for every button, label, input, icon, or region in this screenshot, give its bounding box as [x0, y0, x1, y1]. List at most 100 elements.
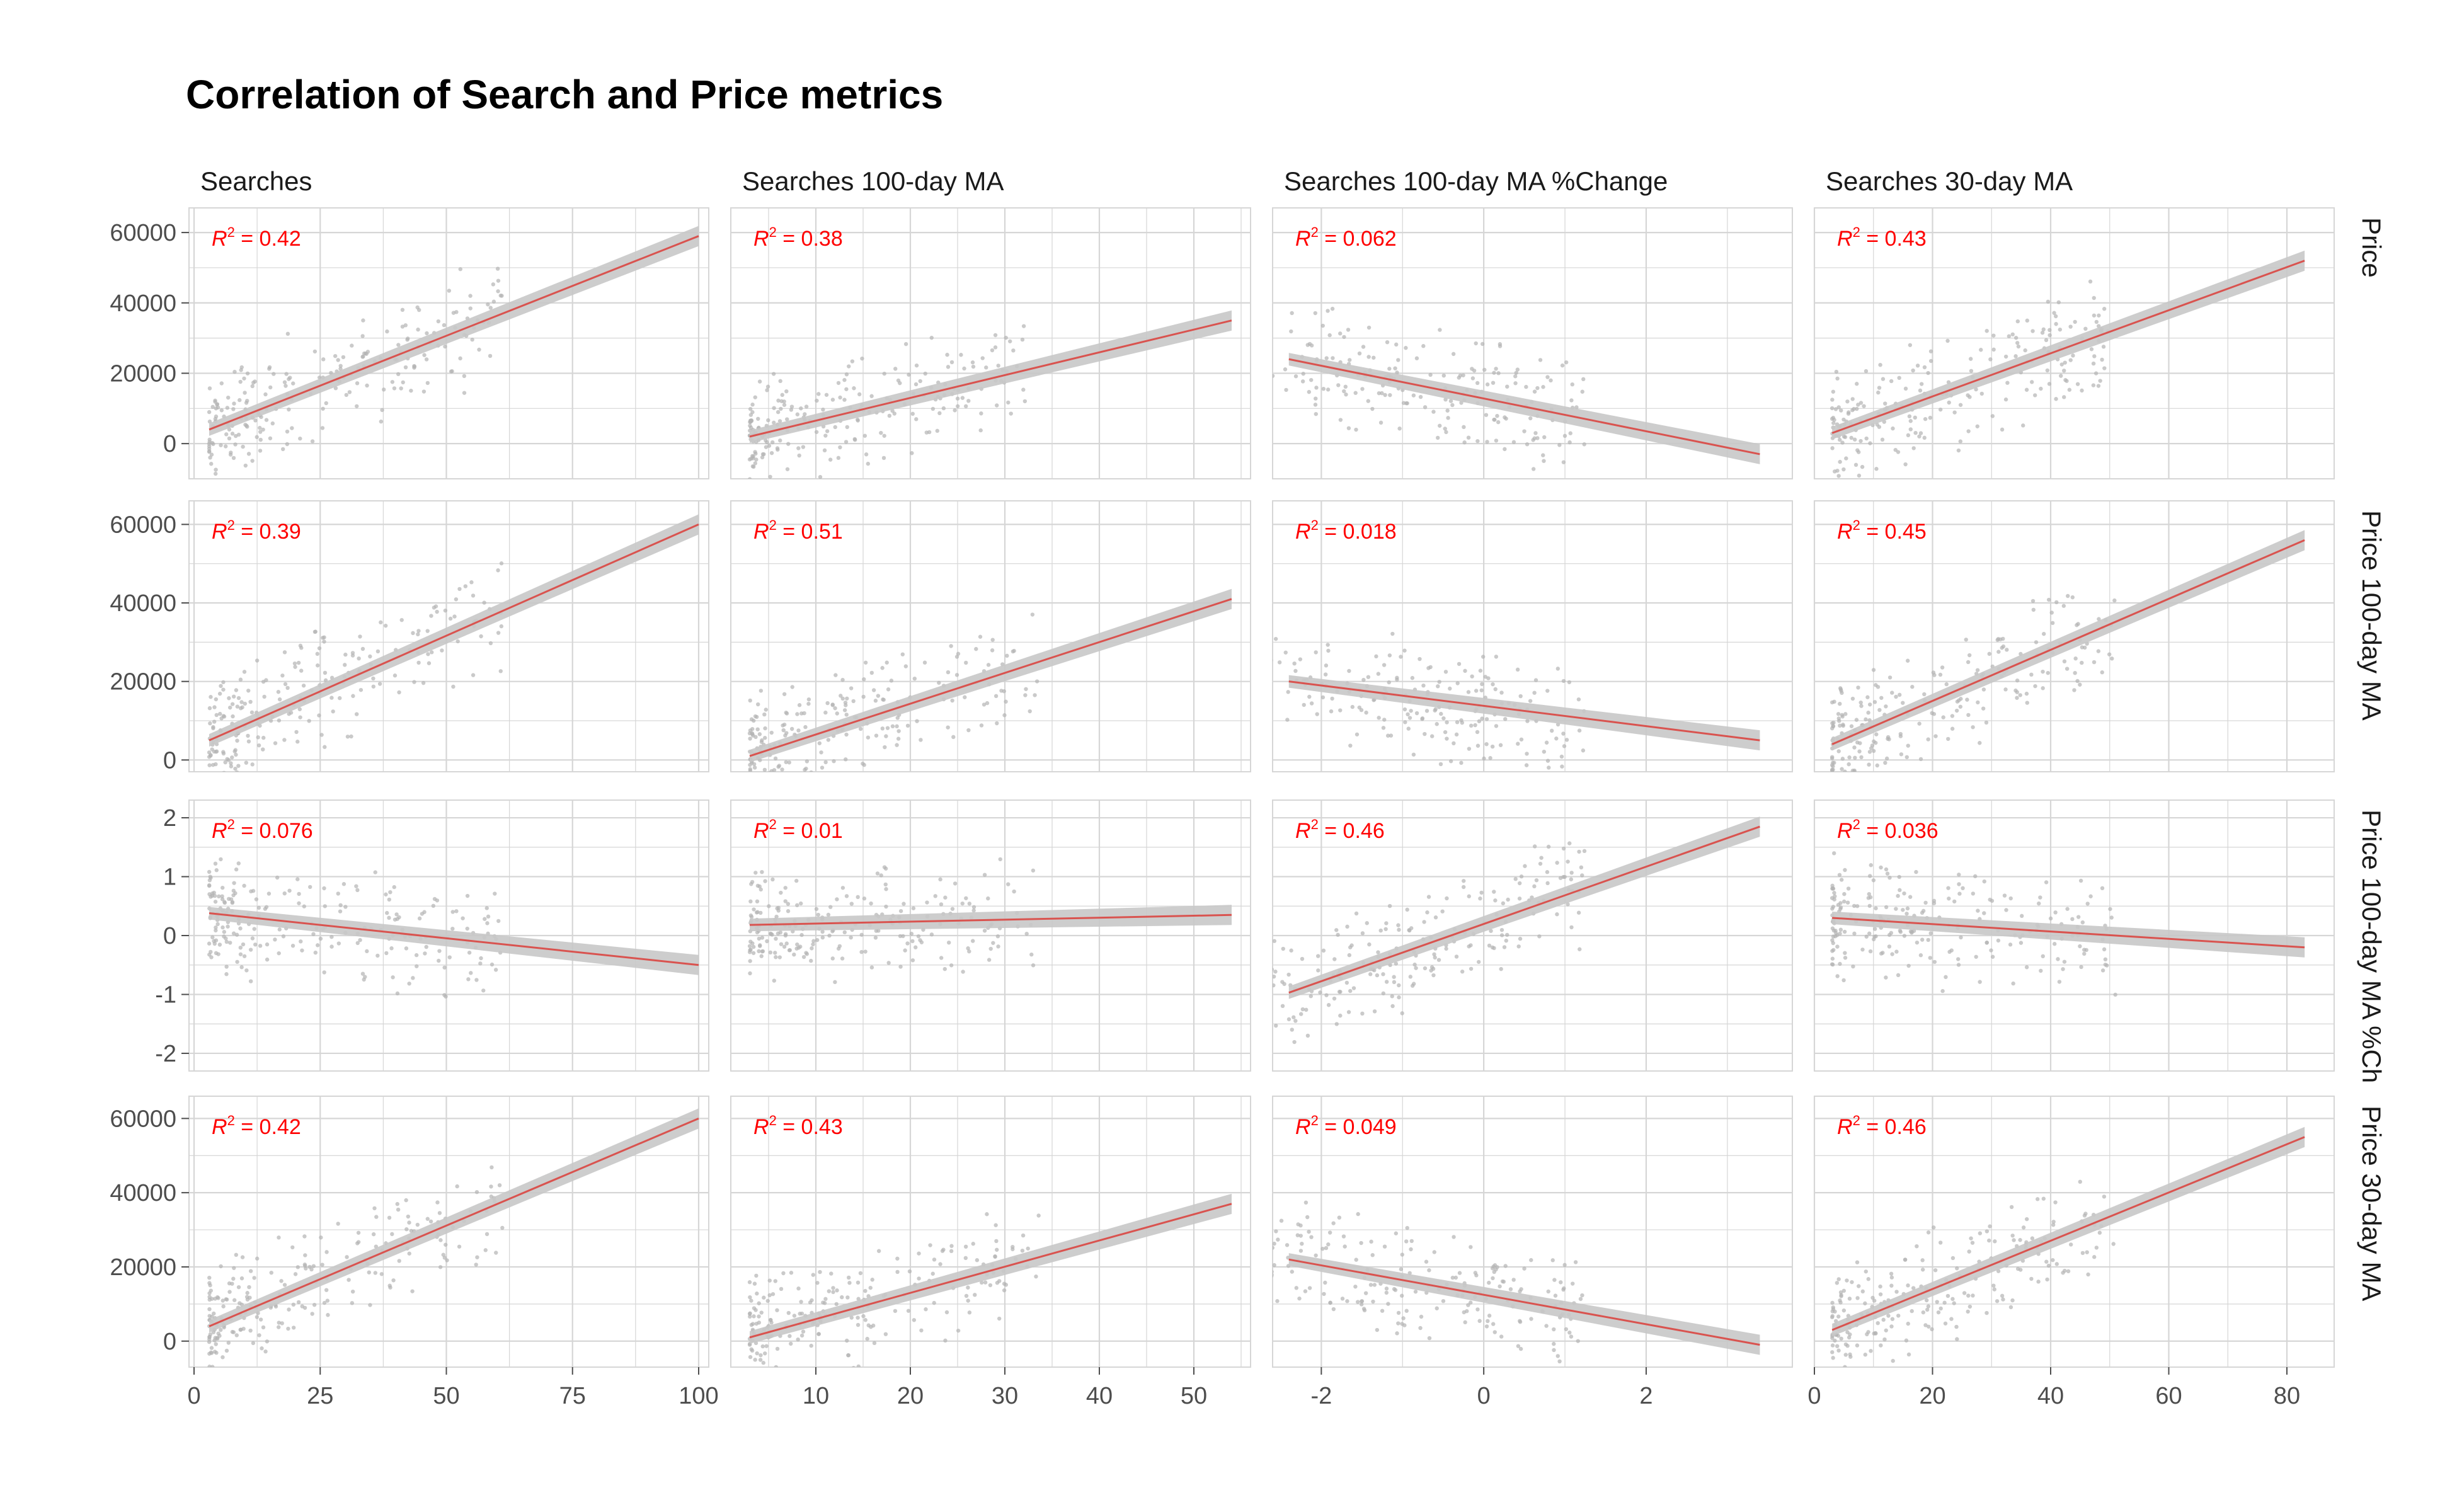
data-point	[1024, 687, 1028, 691]
data-point	[375, 649, 381, 654]
data-point	[966, 399, 971, 403]
data-point	[1377, 716, 1381, 720]
data-point	[1028, 709, 1032, 714]
data-point	[1378, 928, 1383, 933]
data-point	[1426, 666, 1431, 670]
data-point	[465, 926, 469, 931]
data-point	[804, 1378, 808, 1382]
data-point	[1545, 689, 1550, 693]
data-point	[1516, 944, 1521, 949]
data-point	[1305, 1215, 1310, 1220]
y-tick-label: 60000	[110, 1106, 176, 1132]
data-point	[1830, 406, 1835, 411]
data-point	[1470, 674, 1474, 679]
data-point	[1411, 393, 1416, 398]
data-point	[1831, 941, 1835, 946]
data-point	[1424, 1259, 1429, 1264]
data-point	[465, 893, 470, 898]
data-point	[795, 789, 799, 793]
data-point	[238, 706, 243, 711]
data-point	[747, 1312, 752, 1316]
data-point	[753, 1375, 757, 1379]
data-point	[1838, 927, 1843, 932]
data-point	[2089, 347, 2094, 352]
data-point	[1574, 405, 1579, 410]
data-point	[1839, 1336, 1843, 1341]
data-point	[2031, 607, 2036, 612]
data-point	[1908, 895, 1913, 899]
x-tick-label: 50	[433, 1383, 459, 1409]
data-point	[1852, 903, 1857, 908]
data-point	[215, 922, 220, 927]
data-point	[1394, 1231, 1399, 1235]
trend-line	[209, 235, 699, 431]
x-tick-label: 10	[803, 1383, 829, 1409]
data-point	[246, 452, 251, 456]
data-point	[1981, 706, 1986, 711]
data-point	[2078, 682, 2082, 687]
data-point	[2005, 381, 2010, 385]
data-point	[1496, 371, 1501, 375]
data-point	[1957, 891, 1962, 896]
data-point	[846, 1275, 851, 1280]
data-point	[1855, 1260, 1860, 1264]
data-point	[840, 696, 845, 701]
confidence-ribbon	[1288, 353, 1760, 464]
r2-label: R2 = 0.43	[1837, 224, 1927, 251]
data-point	[1549, 728, 1554, 733]
data-point	[764, 1344, 769, 1348]
data-point	[1394, 342, 1399, 347]
data-point	[1831, 1356, 1835, 1360]
data-point	[1330, 696, 1334, 701]
data-point	[1967, 1304, 1973, 1309]
data-point	[1342, 335, 1346, 340]
data-point	[951, 735, 956, 740]
data-point	[1382, 663, 1387, 667]
data-point	[323, 904, 328, 908]
data-point	[774, 955, 778, 959]
data-point	[1494, 655, 1499, 659]
data-point	[1480, 682, 1484, 687]
data-point	[221, 687, 226, 692]
data-point	[450, 910, 455, 914]
data-point	[752, 1314, 756, 1319]
data-point	[789, 408, 794, 412]
data-point	[1850, 696, 1855, 701]
data-point	[436, 319, 441, 324]
data-point	[1561, 460, 1566, 464]
data-point	[1470, 376, 1475, 381]
x-tick-label: 25	[307, 1383, 333, 1409]
data-point	[1257, 673, 1261, 677]
data-point	[1498, 1284, 1502, 1289]
data-point	[1544, 1324, 1549, 1328]
data-point	[1320, 323, 1325, 328]
data-point	[1452, 741, 1456, 746]
data-point	[748, 913, 753, 918]
data-point	[1894, 949, 1899, 954]
data-point	[255, 435, 259, 439]
data-point	[1499, 966, 1503, 971]
data-point	[1392, 980, 1397, 985]
data-point	[1947, 400, 1951, 405]
data-point	[918, 938, 922, 942]
data-point	[750, 410, 755, 415]
data-point	[750, 1348, 755, 1353]
data-point	[1853, 462, 1858, 467]
data-point	[1300, 956, 1305, 961]
data-point	[258, 944, 263, 948]
data-point	[898, 381, 902, 386]
data-point	[1838, 1383, 1841, 1387]
data-point	[385, 329, 389, 334]
data-point	[823, 710, 828, 715]
data-point	[1283, 650, 1288, 655]
data-point	[753, 1308, 758, 1312]
data-point	[759, 1310, 764, 1315]
data-point	[754, 714, 759, 719]
data-point	[795, 712, 799, 716]
data-point	[2041, 327, 2046, 332]
data-point	[2100, 886, 2105, 891]
data-point	[905, 723, 910, 728]
data-point	[238, 398, 242, 403]
data-point	[748, 418, 753, 423]
